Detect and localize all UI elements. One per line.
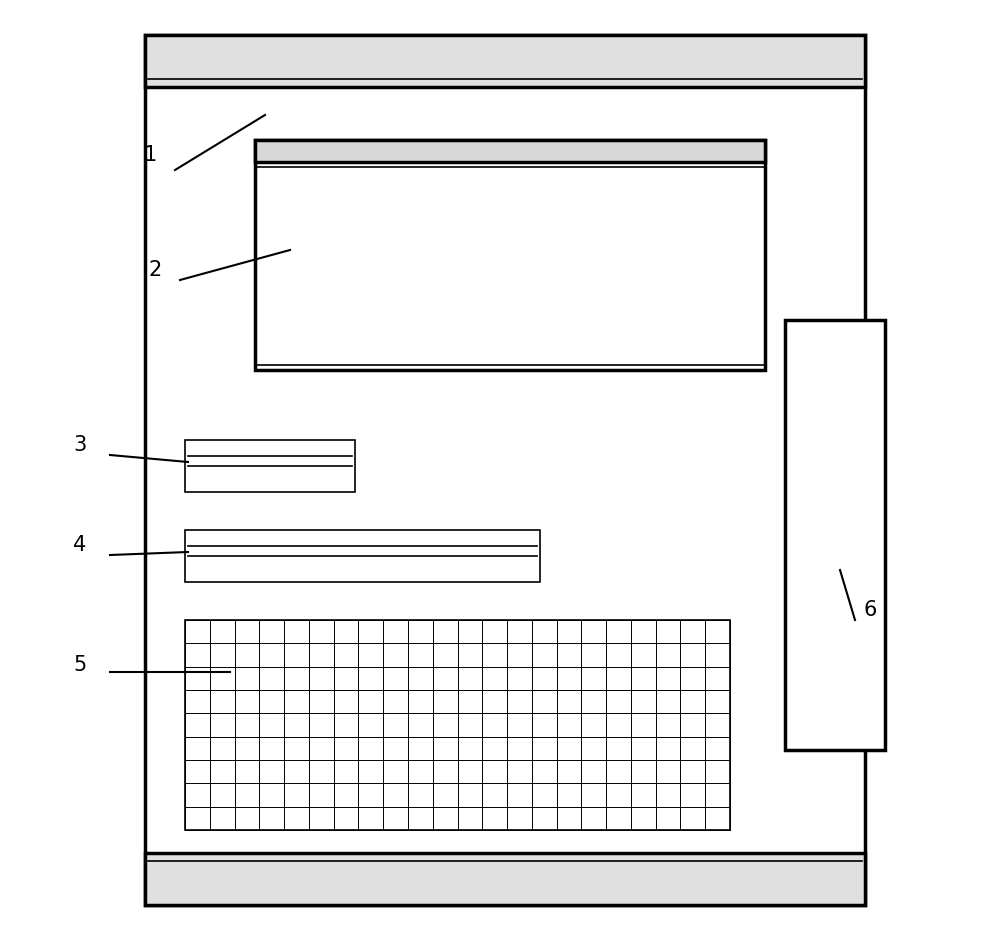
Bar	[185, 530, 540, 582]
Bar	[785, 320, 885, 750]
Bar	[145, 35, 865, 905]
Text: 4: 4	[73, 535, 87, 555]
Bar	[145, 853, 865, 905]
Bar	[185, 620, 730, 830]
Bar	[145, 35, 865, 87]
Bar	[255, 140, 765, 370]
Text: 3: 3	[73, 435, 87, 455]
Bar	[255, 140, 765, 162]
Text: 5: 5	[73, 655, 87, 675]
Text: 1: 1	[143, 145, 157, 165]
Bar	[185, 440, 355, 492]
Text: 2: 2	[148, 260, 162, 280]
Text: 6: 6	[863, 600, 877, 620]
